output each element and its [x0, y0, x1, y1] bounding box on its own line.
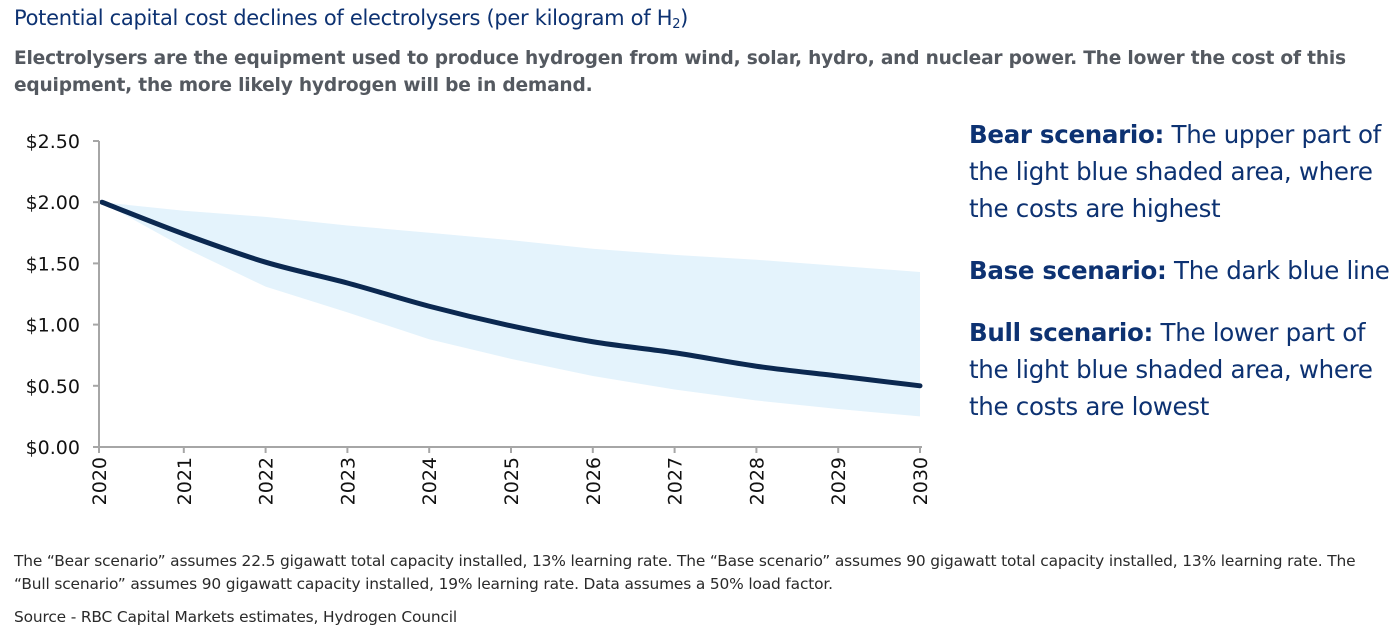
x-tick-label: 2026: [583, 457, 605, 505]
legend-bull: Bull scenario: The lower part of the lig…: [969, 314, 1394, 425]
title-subscript: 2: [672, 17, 681, 32]
y-tick-label: $0.00: [26, 437, 80, 459]
base-scenario-line: [99, 199, 923, 389]
legend-bear-label: Bear scenario:: [969, 120, 1165, 149]
x-tick-label: 2025: [501, 457, 523, 505]
chart-title: Potential capital cost declines of elect…: [14, 6, 688, 32]
title-end: ): [680, 6, 689, 30]
x-tick-label: 2027: [665, 457, 687, 505]
x-tick-label: 2020: [89, 457, 111, 505]
y-tick-label: $1.00: [26, 315, 80, 337]
legend-bear-text: The upper part of the light blue shaded …: [969, 120, 1382, 223]
scenario-band-area: [102, 202, 920, 417]
scenario-legend: Bear scenario: The upper part of the lig…: [969, 116, 1394, 450]
legend-base: Base scenario: The dark blue line: [969, 252, 1394, 289]
x-tick-label: 2021: [174, 457, 196, 505]
x-tick-label: 2028: [746, 457, 768, 505]
y-tick-label: $0.50: [26, 376, 80, 398]
y-tick-label: $1.50: [26, 253, 80, 275]
x-tick-label: 2029: [828, 457, 850, 505]
x-tick-label: 2030: [910, 457, 932, 505]
legend-bull-text: The lower part of the light blue shaded …: [969, 318, 1373, 421]
legend-bull-label: Bull scenario:: [969, 318, 1154, 347]
legend-base-text: The dark blue line: [1166, 256, 1390, 285]
chart-subtitle: Electrolysers are the equipment used to …: [14, 48, 1346, 96]
y-tick-label: $2.00: [26, 192, 80, 214]
y-tick-label: $2.50: [26, 131, 80, 153]
x-tick-label: 2024: [419, 457, 441, 505]
source-note: Source - RBC Capital Markets estimates, …: [14, 608, 458, 626]
x-tick-label: 2022: [256, 457, 278, 505]
chart-plot: $0.00 $0.50 $1.00 $1.50 $2.00 $2.50 2020 2021 20…: [26, 131, 932, 505]
legend-base-label: Base scenario:: [969, 256, 1167, 285]
x-tick-label: 2023: [337, 457, 359, 505]
legend-bear: Bear scenario: The upper part of the lig…: [969, 116, 1394, 227]
title-text: Potential capital cost declines of elect…: [14, 6, 673, 30]
footnote: The “Bear scenario” assumes 22.5 gigawat…: [14, 552, 1356, 593]
